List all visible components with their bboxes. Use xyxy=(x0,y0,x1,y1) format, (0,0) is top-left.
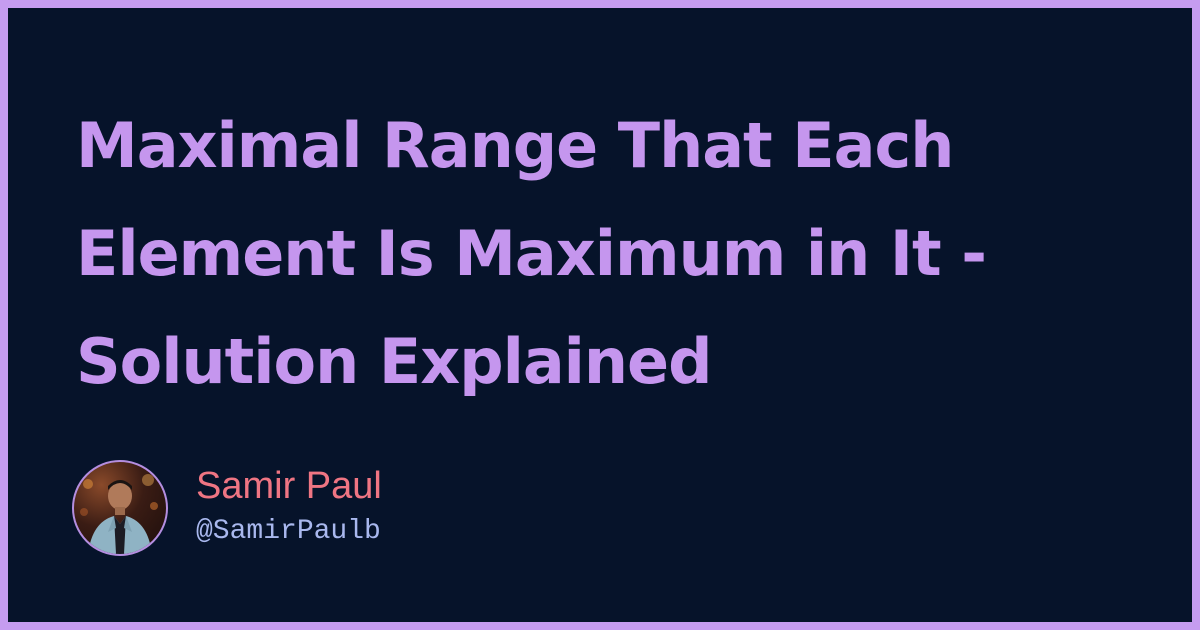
author-text: Samir Paul @SamirPaulb xyxy=(196,464,382,552)
author-name: Samir Paul xyxy=(196,465,382,507)
page-title: Maximal Range That Each Element Is Maxim… xyxy=(76,109,987,398)
author-handle: @SamirPaulb xyxy=(196,516,381,547)
author-block: Samir Paul @SamirPaulb xyxy=(72,458,382,558)
person-photo-icon xyxy=(80,474,158,554)
avatar xyxy=(72,460,168,556)
og-card: Maximal Range That Each Element Is Maxim… xyxy=(8,8,1192,622)
